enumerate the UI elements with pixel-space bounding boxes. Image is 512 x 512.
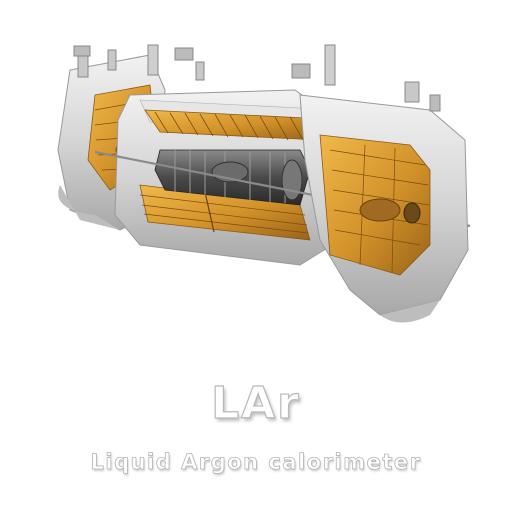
barrel-cryostat	[94, 44, 471, 266]
lar-calorimeter-cutaway-illustration	[57, 44, 471, 323]
right-endcap-cryostat	[291, 44, 469, 323]
figure-title: LAr	[210, 377, 301, 429]
figure-subtitle: Liquid Argon calorimeter	[90, 450, 422, 475]
